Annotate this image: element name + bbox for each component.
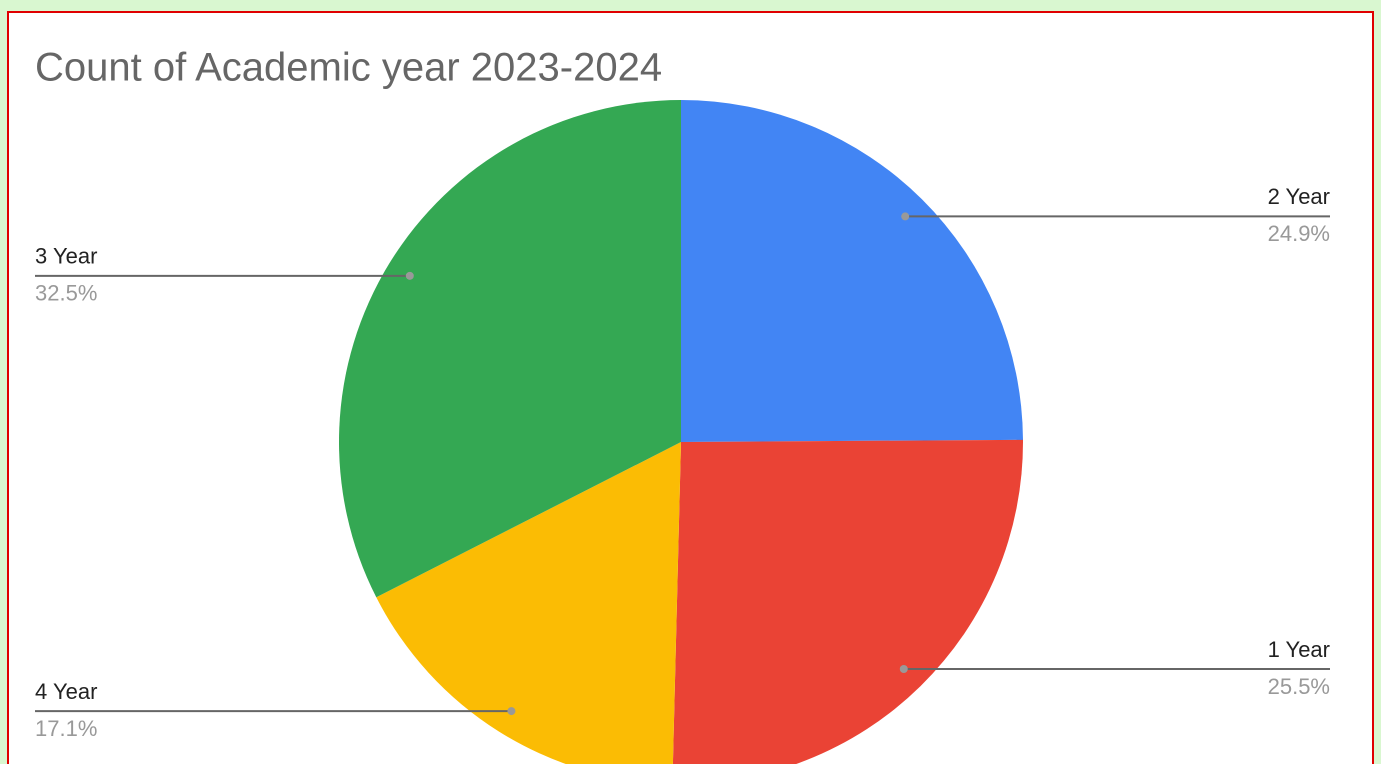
slice-label: 3 Year [35,244,97,269]
leader-dot [901,212,910,221]
pie-slice [672,439,1023,764]
slice-label: 4 Year [35,679,97,704]
slice-value-label: 17.1% [35,716,97,741]
pie-slice [681,100,1023,442]
pie-slice [339,100,681,598]
slice-value-label: 24.9% [1268,221,1330,246]
slice-label: 1 Year [1268,637,1330,662]
leader-dot [507,707,516,716]
slice-value-label: 25.5% [1268,674,1330,699]
slice-label: 2 Year [1268,184,1330,209]
slice-value-label: 32.5% [35,281,97,306]
chart-title: Count of Academic year 2023-2024 [35,46,662,90]
pie-slice [376,442,681,764]
leader-dot [405,271,414,280]
leader-dot [899,665,908,674]
